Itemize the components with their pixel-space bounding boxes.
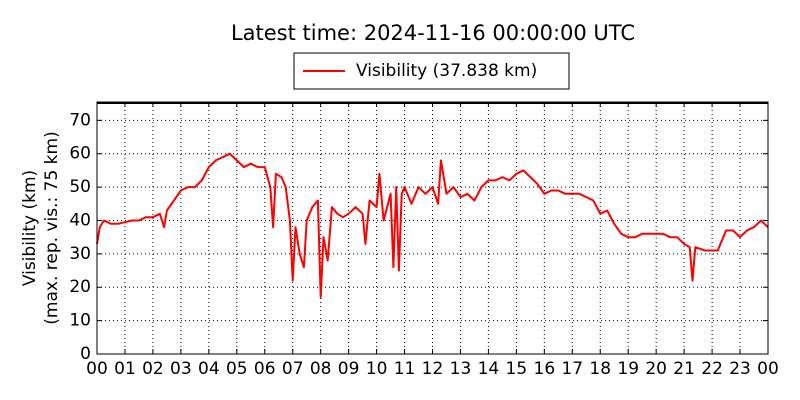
x-tick-label: 13 — [450, 359, 472, 379]
y-label-line: Visibility (km) — [20, 170, 40, 286]
x-tick-label: 16 — [534, 359, 556, 379]
x-tick-label: 19 — [617, 359, 639, 379]
y-tick-label: 30 — [69, 244, 91, 264]
x-tick-label: 10 — [366, 359, 388, 379]
data-line — [96, 152, 769, 299]
x-tick-label: 00 — [757, 359, 779, 379]
x-tick-label: 23 — [729, 359, 751, 379]
y-tick-label: 10 — [69, 311, 91, 331]
chart-title: Latest time: 2024-11-16 00:00:00 UTC — [231, 21, 635, 45]
y-tick-label: 50 — [69, 177, 91, 197]
x-tick-label: 22 — [701, 359, 723, 379]
x-tick-label: 14 — [478, 359, 500, 379]
y-tick-label: 20 — [69, 277, 91, 297]
x-tick-label: 11 — [394, 359, 416, 379]
y-tick-label: 0 — [80, 344, 91, 364]
y-tick-label: 60 — [69, 144, 91, 164]
legend-label: Visibility (37.838 km) — [356, 61, 537, 81]
x-tick-label: 17 — [561, 359, 583, 379]
x-tick-label: 18 — [589, 359, 611, 379]
x-tick-label: 06 — [254, 359, 276, 379]
y-label-line: (max. rep. vis.: 75 km) — [42, 131, 62, 324]
x-tick-label: 15 — [506, 359, 528, 379]
y-tick-label: 40 — [69, 210, 91, 230]
y-tick-label: 70 — [69, 110, 91, 130]
x-tick-label: 20 — [645, 359, 667, 379]
x-tick-label: 01 — [114, 359, 136, 379]
x-tick-label: 08 — [310, 359, 332, 379]
x-tick-label: 21 — [673, 359, 695, 379]
x-tick-label: 05 — [226, 359, 248, 379]
x-tick-label: 03 — [170, 359, 192, 379]
x-tick-label: 04 — [198, 359, 220, 379]
x-tick-label: 09 — [338, 359, 360, 379]
x-tick-label: 02 — [142, 359, 164, 379]
x-tick-label: 12 — [422, 359, 444, 379]
x-tick-label: 07 — [282, 359, 304, 379]
y-axis-label: Visibility (km) (max. rep. vis.: 75 km) — [20, 131, 62, 324]
x-tick-label: 00 — [86, 359, 108, 379]
